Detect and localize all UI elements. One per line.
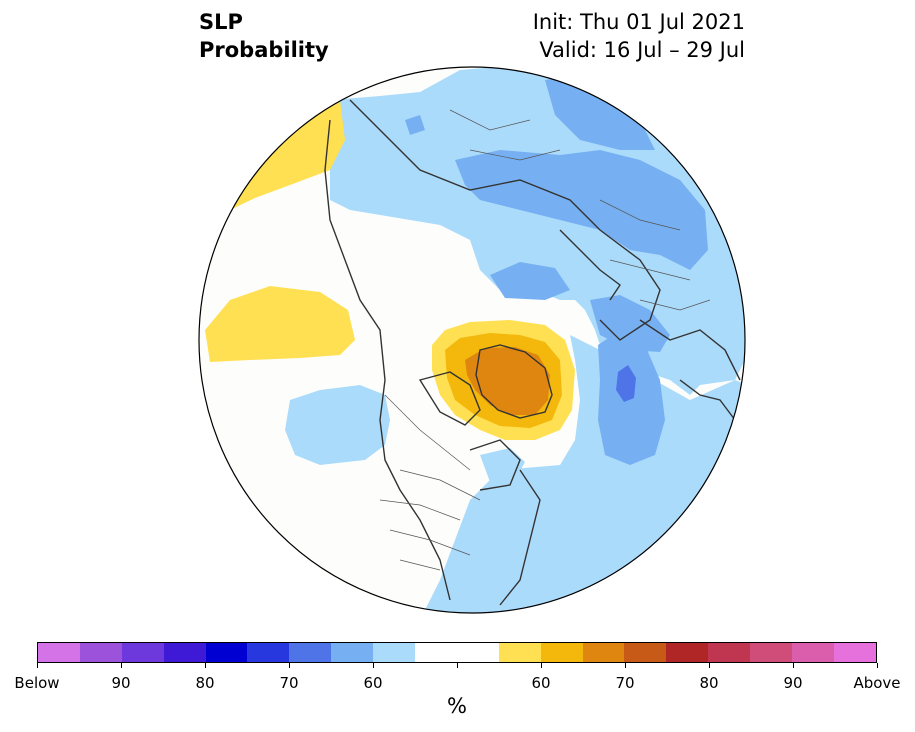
colorbar-tick-label: 80 (195, 674, 215, 692)
colorbar-tick (37, 663, 38, 668)
valid-range: Valid: 16 Jul – 29 Jul (539, 38, 745, 62)
colorbar-tick-label: 70 (615, 674, 635, 692)
colorbar-tick-label: 60 (531, 674, 551, 692)
colorbar-segment (247, 643, 290, 662)
colorbar-tick (625, 663, 626, 668)
map-dates: Init: Thu 01 Jul 2021 Valid: 16 Jul – 29… (533, 8, 745, 64)
border-europe (599, 199, 711, 311)
colorbar-segment (38, 643, 80, 662)
colorbar-tick-label: 80 (699, 674, 719, 692)
colorbar-segment (582, 643, 625, 662)
mid-blue-region-barents (490, 262, 570, 300)
colorbar-segment (792, 643, 834, 662)
colorbar-segment (79, 643, 122, 662)
title-line-type: Probability (199, 38, 329, 62)
colorbar-tick (373, 663, 374, 668)
colorbar-segment (205, 643, 248, 662)
deep-blue-region (616, 365, 636, 402)
probability-field (199, 67, 745, 613)
coastlines (324, 99, 741, 606)
colorbar-tick (793, 663, 794, 668)
yellow-region-alaska (230, 100, 345, 210)
colorbar-segment (708, 643, 751, 662)
colorbar-tick-center (457, 663, 458, 668)
colorbar (37, 642, 877, 663)
polar-map (198, 66, 746, 614)
map-title: SLP Probability (199, 8, 329, 64)
borders (379, 109, 711, 571)
colorbar-segment (121, 643, 164, 662)
colorbar-tick (877, 663, 878, 668)
coast-greenland (475, 344, 553, 419)
colorbar-segment (163, 643, 206, 662)
colorbar-segment (415, 643, 457, 662)
init-date: Init: Thu 01 Jul 2021 (532, 10, 745, 34)
coast-east-north-america (499, 469, 541, 606)
coast-mediterranean (679, 379, 736, 421)
colorbar-tick (709, 663, 710, 668)
colorbar-tick-label: Above (853, 674, 901, 692)
colorbar-tick-label: 90 (111, 674, 131, 692)
colorbar-segment (456, 643, 499, 662)
light-blue-region-hudson (480, 448, 525, 482)
colorbar-segment (750, 643, 793, 662)
coast-europe (639, 319, 741, 381)
colorbar-segment (540, 643, 583, 662)
globe-outline (198, 66, 746, 614)
yellow-region-pacific (205, 286, 355, 362)
colorbar-tick (289, 663, 290, 668)
border-us-canada (384, 394, 471, 471)
colorbar-segment (666, 643, 709, 662)
mid-blue-region-small (405, 115, 425, 135)
coast-hudson-bay (469, 439, 521, 491)
colorbar-segment (373, 643, 416, 662)
border-asia (449, 109, 561, 161)
colorbar-tick (541, 663, 542, 668)
mid-blue-region-europe (590, 295, 670, 352)
light-blue-region-pacific (285, 385, 390, 465)
colorbar-tick-label: Below (14, 674, 60, 692)
colorbar-tick (205, 663, 206, 668)
colorbar-segment (331, 643, 374, 662)
colorbar-segment (498, 643, 541, 662)
title-line-variable: SLP (199, 10, 243, 34)
colorbar-tick (121, 663, 122, 668)
colorbar-segment (289, 643, 332, 662)
border-states (379, 469, 481, 571)
colorbar-tick-label: 60 (363, 674, 383, 692)
colorbar-tick-label: 90 (783, 674, 803, 692)
colorbar-segment (833, 643, 876, 662)
coast-scandinavia (559, 229, 621, 301)
mid-blue-region-north (545, 75, 655, 150)
coast-north-america (324, 119, 451, 601)
colorbar-tick-label: 70 (279, 674, 299, 692)
orange-region-greenland (465, 347, 550, 415)
coast-arctic-islands (418, 371, 481, 426)
colorbar-segment (624, 643, 667, 662)
colorbar-unit-label: % (447, 694, 467, 718)
